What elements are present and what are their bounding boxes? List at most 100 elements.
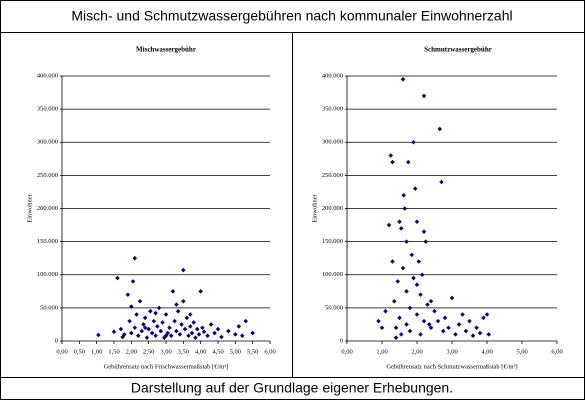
point <box>196 332 202 337</box>
point <box>423 239 429 244</box>
point <box>404 322 409 327</box>
point <box>376 318 381 324</box>
y-tick-label: 150.000 <box>322 238 343 245</box>
point <box>115 275 120 281</box>
point <box>386 222 392 228</box>
point <box>419 272 425 278</box>
point <box>397 315 402 321</box>
point <box>125 292 131 297</box>
x-tick-label: 6,00 <box>551 348 562 355</box>
point <box>193 335 198 340</box>
point <box>467 318 472 324</box>
point <box>233 332 238 337</box>
point <box>442 315 448 321</box>
y-tick-label: 350.000 <box>322 106 343 113</box>
x-tick-label: 2,50 <box>143 348 154 355</box>
y-tick-label: 300.000 <box>322 139 343 146</box>
point <box>182 326 188 332</box>
x-tick-label: 5,00 <box>516 348 527 355</box>
point <box>400 265 406 271</box>
point <box>411 275 416 281</box>
x-axis-label: Gebührensatz nach Schmutzwassermaßstab [… <box>386 363 517 370</box>
point <box>426 322 432 327</box>
point <box>401 192 406 198</box>
point <box>449 295 455 301</box>
chart-title: Mischwassergebühr <box>136 46 196 54</box>
x-axis-label: Gebührensatz nach Frischwassermaßstab [€… <box>104 363 229 370</box>
point <box>481 315 486 321</box>
point <box>96 332 101 338</box>
point <box>127 318 132 324</box>
y-tick-label: 400.000 <box>322 72 343 79</box>
point <box>132 255 138 261</box>
point <box>146 326 151 332</box>
point <box>151 318 157 324</box>
y-tick-label: 250.000 <box>322 172 343 179</box>
y-tick-label: 400.000 <box>37 72 58 79</box>
y-axis-label: Einwohner <box>26 193 33 222</box>
point <box>194 326 200 332</box>
point <box>118 326 124 332</box>
point <box>174 328 179 334</box>
point <box>130 279 136 284</box>
x-tick-label: 0,00 <box>56 348 67 355</box>
y-tick-label: 100.000 <box>322 271 343 278</box>
point <box>411 139 416 145</box>
chart-title: Schmutzwassergebühr <box>424 46 492 54</box>
point <box>432 308 437 314</box>
point <box>170 289 176 294</box>
point <box>226 328 231 334</box>
point <box>456 322 462 327</box>
y-tick-label: 100.000 <box>37 271 58 278</box>
point <box>460 312 465 317</box>
y-tick-label: 0 <box>55 337 58 344</box>
y-tick-label: 200.000 <box>37 205 58 212</box>
point <box>186 333 191 338</box>
point <box>383 308 388 314</box>
y-tick-label: 350.000 <box>37 106 58 113</box>
point <box>414 282 420 287</box>
y-tick-label: 0 <box>340 337 343 344</box>
point <box>188 312 193 317</box>
point <box>405 159 411 165</box>
point <box>215 326 221 332</box>
x-tick-label: 2,00 <box>411 348 422 355</box>
x-tick-label: 3,50 <box>178 348 189 355</box>
point <box>416 259 422 264</box>
point <box>428 298 434 304</box>
point <box>446 325 451 331</box>
point <box>201 329 207 334</box>
x-tick-label: 1,00 <box>376 348 387 355</box>
point <box>155 324 160 329</box>
point <box>414 219 420 225</box>
x-tick-label: 0,50 <box>74 348 85 355</box>
point <box>208 322 214 327</box>
x-tick-label: 5,00 <box>230 348 241 355</box>
point <box>486 332 492 337</box>
x-tick-label: 3,00 <box>160 348 171 355</box>
point <box>397 219 402 225</box>
point <box>470 333 476 338</box>
point <box>163 312 169 317</box>
point <box>188 324 193 329</box>
point <box>144 335 150 340</box>
point <box>398 332 404 337</box>
point <box>212 330 217 336</box>
point <box>400 77 406 82</box>
point <box>404 239 409 244</box>
point <box>393 335 399 340</box>
y-tick-label: 150.000 <box>37 238 58 245</box>
point <box>156 305 162 311</box>
point <box>134 312 139 317</box>
point <box>175 308 181 314</box>
point <box>439 179 444 185</box>
point <box>198 289 203 294</box>
point <box>205 333 210 338</box>
point <box>200 325 205 331</box>
point <box>160 320 165 325</box>
point <box>404 289 409 294</box>
y-axis-label: Einwohner <box>311 193 318 222</box>
point <box>484 312 490 317</box>
point <box>142 315 148 321</box>
